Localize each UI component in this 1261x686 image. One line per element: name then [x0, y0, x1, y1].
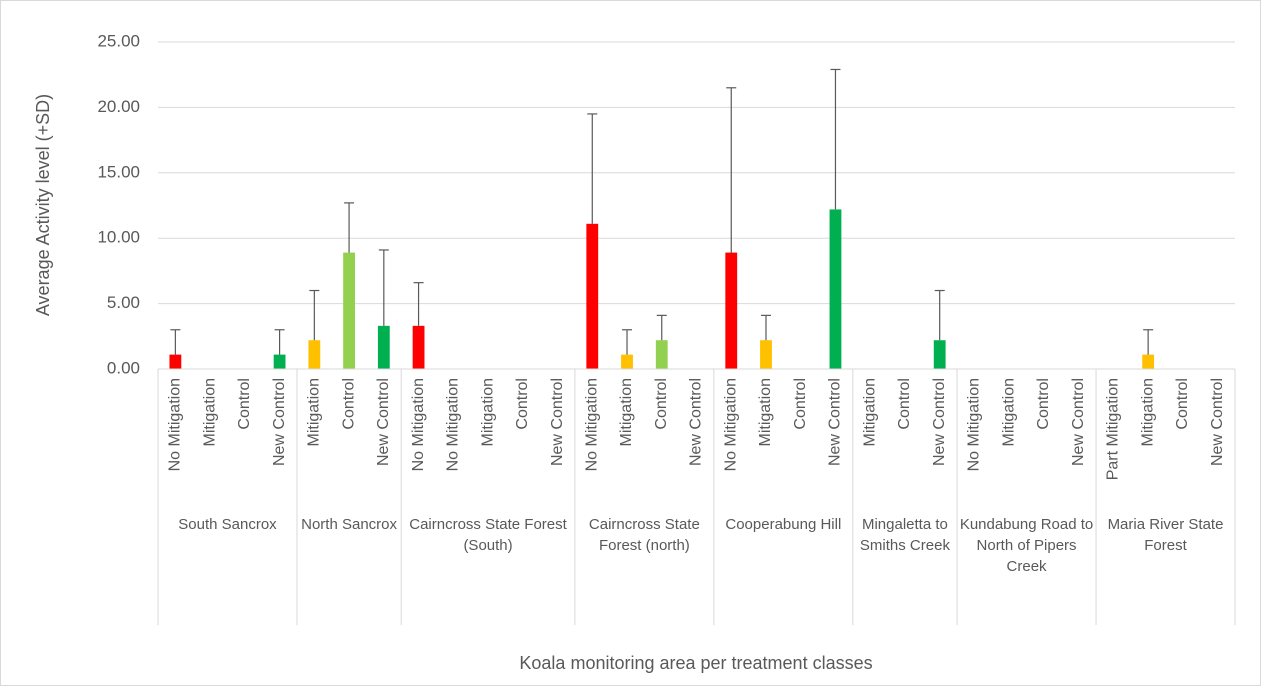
bar [1142, 354, 1155, 369]
bar [273, 354, 286, 369]
x-tick-label: No Mitigation [410, 378, 427, 471]
x-tick-label: Control [514, 378, 531, 430]
x-tick-label: Mitigation [1139, 378, 1156, 446]
bar [412, 325, 425, 369]
x-tick-label: New Control [931, 378, 948, 466]
x-tick-label: No Mitigation [167, 378, 184, 471]
x-tick-label: Control [1035, 378, 1052, 430]
y-tick-label: 0.00 [107, 358, 140, 377]
bar [760, 340, 772, 369]
x-tick-label: Control [653, 378, 670, 430]
y-tick-label: 15.00 [97, 162, 140, 181]
bar [933, 340, 946, 369]
x-tick-label: Control [340, 378, 357, 430]
x-tick-label: Mitigation [618, 378, 635, 446]
bar [621, 354, 633, 369]
bar [308, 340, 321, 369]
x-tick-label: New Control [271, 378, 288, 466]
y-axis-title: Average Activity level (+SD) [33, 94, 53, 316]
group-label: South Sancrox [178, 516, 277, 533]
group-label: Kundabung Road to North of Pipers Creek [959, 516, 1094, 575]
x-tick-label: Control [236, 378, 253, 430]
x-axis-title: Koala monitoring area per treatment clas… [519, 653, 872, 673]
y-tick-label: 25.00 [97, 31, 140, 50]
x-tick-label: New Control [1209, 378, 1226, 466]
x-tick-label: No Mitigation [722, 378, 739, 471]
bar [655, 340, 668, 369]
x-tick-label: Part Mitigation [1105, 378, 1122, 480]
group-label: Maria River State Forest [1107, 516, 1224, 554]
group-label: Cooperabung Hill [725, 516, 842, 533]
x-tick-label: Mitigation [757, 378, 774, 446]
bar [725, 252, 738, 369]
x-tick-label: Mitigation [861, 378, 878, 446]
x-tick-label: New Control [1070, 378, 1087, 466]
x-tick-label: Mitigation [201, 378, 218, 446]
x-tick-label: New Control [549, 378, 566, 466]
y-tick-label: 10.00 [97, 228, 140, 247]
x-tick-label: New Control [375, 378, 392, 466]
x-tick-label: Control [1174, 378, 1191, 430]
bar [343, 252, 355, 369]
y-tick-label: 5.00 [107, 293, 140, 312]
x-tick-label: Control [792, 378, 809, 430]
y-tick-label: 20.00 [97, 97, 140, 116]
bar [169, 354, 182, 369]
bar [586, 223, 599, 369]
x-tick-label: No Mitigation [966, 378, 983, 471]
bar [377, 325, 390, 369]
x-tick-label: Mitigation [306, 378, 323, 446]
x-tick-label: New Control [688, 378, 705, 466]
group-label: North Sancrox [301, 516, 397, 533]
x-tick-label: Control [896, 378, 913, 430]
bar [829, 209, 842, 369]
x-tick-label: New Control [827, 378, 844, 466]
x-tick-label: Mitigation [479, 378, 496, 446]
x-tick-label: Mitigation [1000, 378, 1017, 446]
x-tick-label: No Mitigation [583, 378, 600, 471]
x-tick-label: No Mitigation [445, 378, 462, 471]
group-label: Mingaletta to Smiths Creek [859, 516, 950, 554]
group-label: Cairncross State Forest (South) [409, 516, 567, 554]
group-label: Cairncross State Forest (north) [588, 516, 700, 554]
